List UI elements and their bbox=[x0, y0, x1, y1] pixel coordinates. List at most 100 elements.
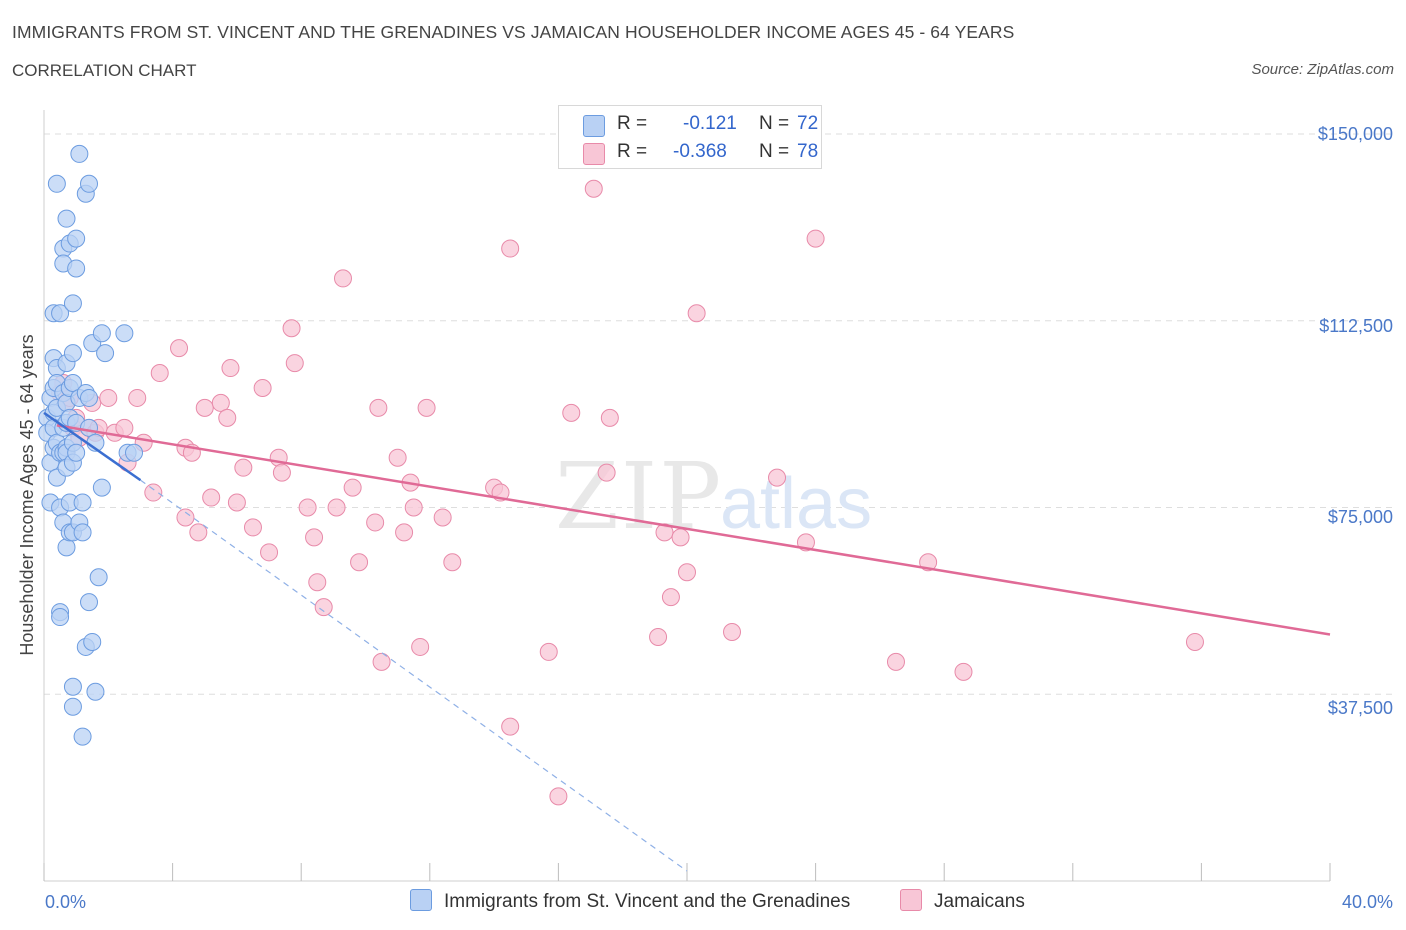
st-vincent-trend-extension bbox=[140, 479, 688, 872]
st-vincent-point bbox=[51, 608, 70, 627]
jamaicans-point bbox=[253, 378, 272, 397]
legend-r-value: -0.121 bbox=[683, 113, 737, 134]
st-vincent-point bbox=[80, 388, 99, 407]
st-vincent-point bbox=[73, 493, 92, 512]
jamaicans-point bbox=[661, 588, 680, 607]
jamaicans-point bbox=[343, 478, 362, 497]
st-vincent-point bbox=[63, 344, 82, 363]
legend-swatch-blue bbox=[583, 115, 605, 137]
st-vincent-point bbox=[67, 259, 86, 278]
jamaicans-point bbox=[649, 627, 668, 646]
watermark-zip: ZIP bbox=[555, 443, 723, 550]
jamaicans-point bbox=[369, 398, 388, 417]
jamaicans-point bbox=[227, 493, 246, 512]
jamaicans-point bbox=[501, 717, 520, 736]
grid-lines bbox=[44, 133, 1395, 695]
jamaicans-point bbox=[243, 518, 262, 537]
jamaicans-point bbox=[723, 623, 742, 641]
x-tick-label-min: 0.0% bbox=[45, 892, 86, 912]
st-vincent-point bbox=[67, 443, 86, 462]
y-tick-label-37500: $37,500 bbox=[1328, 698, 1393, 718]
legend-n-value: 78 bbox=[797, 141, 819, 162]
jamaicans-point bbox=[333, 269, 352, 288]
jamaicans-point bbox=[443, 553, 462, 572]
jamaicans-point bbox=[549, 787, 568, 806]
st-vincent-point bbox=[125, 443, 144, 462]
legend-n-label: N = bbox=[759, 113, 790, 134]
jamaicans-point bbox=[768, 468, 787, 487]
y-tick-label-112500: $112,500 bbox=[1319, 316, 1393, 336]
axes bbox=[43, 110, 1331, 882]
axis-labels: $150,000 $112,500 $75,000 $37,500 0.0% 4… bbox=[17, 124, 1393, 912]
bottom-legend-label-pink: Jamaicans bbox=[934, 891, 1025, 912]
st-vincent-point bbox=[73, 727, 92, 746]
legend-swatch-pink bbox=[583, 143, 605, 165]
st-vincent-point bbox=[89, 568, 108, 587]
st-vincent-point bbox=[63, 374, 82, 392]
jamaicans-point bbox=[176, 508, 195, 527]
y-tick-label-150000: $150,000 bbox=[1318, 124, 1393, 144]
jamaicans-point bbox=[260, 543, 279, 562]
jamaicans-point bbox=[314, 598, 333, 617]
legend-r-label: R = bbox=[617, 141, 648, 162]
bottom-legend-pink: Jamaicans bbox=[900, 889, 1025, 913]
jamaicans-point bbox=[99, 388, 118, 407]
st-vincent-point bbox=[67, 229, 86, 248]
jamaicans-point bbox=[221, 359, 240, 378]
st-vincent-point bbox=[70, 144, 89, 163]
jamaicans-point bbox=[671, 528, 690, 547]
trend-lines bbox=[43, 411, 1331, 872]
st-vincent-point bbox=[92, 324, 111, 343]
bottom-legend-label-blue: Immigrants from St. Vincent and the Gren… bbox=[444, 891, 851, 912]
jamaicans-point bbox=[272, 463, 291, 482]
st-vincent-point bbox=[92, 478, 111, 497]
jamaicans-point bbox=[115, 418, 134, 437]
st-vincent-point bbox=[96, 344, 115, 363]
jamaicans-point bbox=[539, 642, 558, 661]
jamaicans-point bbox=[305, 528, 324, 547]
jamaicans-point bbox=[600, 408, 619, 427]
jamaicans-point bbox=[417, 398, 436, 417]
jamaicans-point bbox=[144, 483, 163, 502]
jamaicans-point bbox=[954, 662, 973, 681]
jamaicans-point bbox=[150, 364, 169, 383]
jamaicans-point bbox=[678, 563, 696, 582]
legend-n-value: 72 bbox=[797, 113, 819, 134]
chart-subtitle: CORRELATION CHART bbox=[12, 61, 197, 80]
source-label: Source: ZipAtlas.com bbox=[1251, 61, 1394, 78]
jamaicans-point bbox=[806, 229, 825, 248]
jamaicans-point bbox=[1185, 632, 1204, 651]
jamaicans-point bbox=[234, 458, 253, 477]
watermark-atlas: atlas bbox=[720, 464, 872, 544]
jamaicans-point bbox=[411, 637, 430, 656]
chart-title: IMMIGRANTS FROM ST. VINCENT AND THE GREN… bbox=[12, 22, 1015, 42]
jamaicans-trend-line bbox=[56, 424, 1331, 636]
jamaicans-point bbox=[218, 408, 237, 427]
x-tick-label-max: 40.0% bbox=[1342, 892, 1393, 912]
jamaicans-point bbox=[350, 553, 369, 572]
jamaicans-point bbox=[211, 393, 230, 412]
y-tick-label-75000: $75,000 bbox=[1328, 507, 1393, 527]
st-vincent-trend-line bbox=[43, 411, 142, 482]
st-vincent-point bbox=[115, 324, 134, 343]
jamaicans-points bbox=[51, 179, 1204, 806]
jamaicans-point bbox=[372, 652, 391, 671]
bottom-legend-swatch-pink bbox=[900, 889, 922, 911]
st-vincent-point bbox=[63, 697, 82, 716]
st-vincent-point bbox=[47, 174, 66, 193]
jamaicans-point bbox=[687, 304, 706, 323]
legend-r-value: -0.368 bbox=[673, 141, 727, 162]
jamaicans-point bbox=[584, 179, 603, 198]
jamaicans-point bbox=[189, 523, 208, 542]
bottom-legend-swatch-blue bbox=[410, 889, 432, 911]
jamaicans-point bbox=[327, 498, 346, 517]
jamaicans-point bbox=[298, 498, 317, 517]
legend-r-label: R = bbox=[617, 113, 648, 134]
st-vincent-point bbox=[57, 209, 76, 228]
st-vincent-point bbox=[86, 682, 105, 701]
bottom-legend-blue: Immigrants from St. Vincent and the Gren… bbox=[410, 889, 850, 913]
watermark: ZIP atlas bbox=[555, 443, 872, 550]
st-vincent-point bbox=[80, 418, 99, 437]
jamaicans-point bbox=[501, 239, 520, 258]
jamaicans-point bbox=[433, 508, 452, 527]
